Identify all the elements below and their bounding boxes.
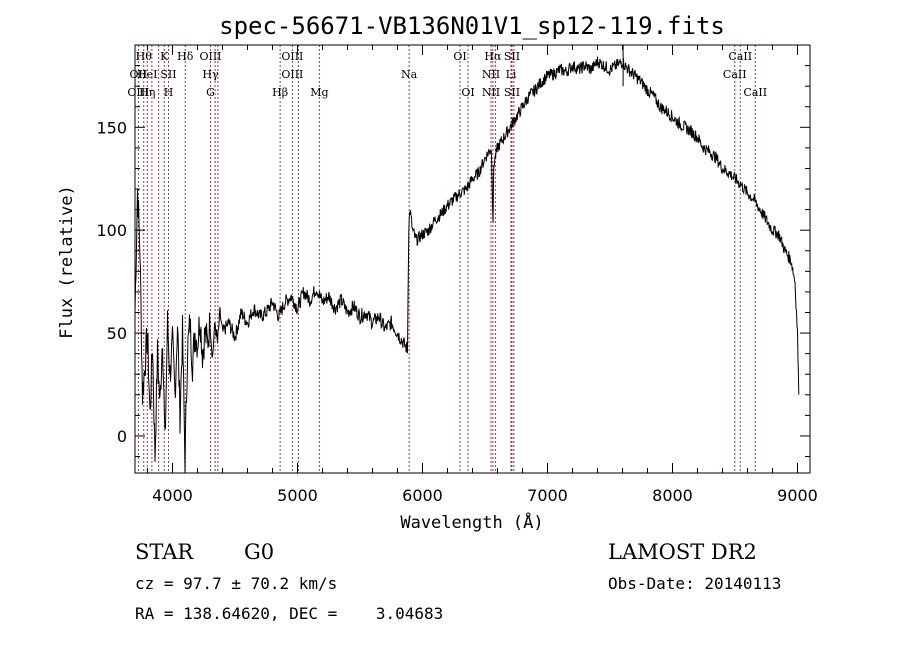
x-axis-ticks: 4000 5000 6000 7000 8000 9000	[147, 45, 818, 505]
coords-text: RA = 138.64620, DEC = 3.04683	[135, 604, 444, 623]
spectral-line-label: Li	[506, 68, 517, 81]
spectral-line-label: H	[164, 86, 174, 99]
x-axis-label: Wavelength (Å)	[400, 511, 543, 533]
spectral-line-label: OIII	[199, 50, 221, 63]
y-tick-label: 100	[96, 221, 127, 240]
spectral-line-label: HeI	[137, 68, 157, 81]
spectral-line-label: Hα	[484, 50, 502, 63]
spectral-line-label: Hθ	[136, 50, 153, 63]
spectral-line-label: Mg	[310, 86, 328, 99]
spectral-line-label: Hη	[139, 86, 155, 99]
spectral-line-label: Na	[401, 68, 418, 81]
x-tick-label: 8000	[652, 486, 693, 505]
spectral-line-label: SII	[160, 68, 176, 81]
spectral-line-label: OIII	[127, 86, 149, 99]
x-tick-label: 4000	[152, 486, 193, 505]
spectral-line-label: G	[206, 86, 215, 99]
spectral-line-label: SII	[504, 86, 520, 99]
spectral-line-label: Hδ	[177, 50, 194, 63]
spectral-line-label: OIII	[281, 68, 303, 81]
y-tick-label: 0	[117, 427, 127, 446]
spectral-line-label: SII	[504, 50, 520, 63]
class-label: STAR	[135, 540, 194, 564]
spectral-line-label: CaII	[723, 68, 747, 81]
obs-date-text: Obs-Date: 20140113	[608, 574, 782, 593]
spectral-line-label: NII	[482, 86, 500, 99]
x-tick-label: 5000	[277, 486, 318, 505]
redshift-text: cz = 97.7 ± 70.2 km/s	[135, 574, 338, 593]
spectral-line-label: K	[160, 50, 169, 63]
chart-title: spec-56671-VB136N01V1_sp12-119.fits	[219, 12, 725, 40]
spectral-line-label: CaII	[728, 50, 752, 63]
survey-label: LAMOST DR2	[608, 540, 757, 564]
spectral-line-label: NII	[482, 68, 500, 81]
spectral-line-label: Hβ	[272, 86, 288, 99]
spectral-line-label: CaII	[743, 86, 767, 99]
y-tick-label: 150	[96, 118, 127, 137]
spectral-line-label: OII	[130, 68, 148, 81]
spectral-line-label: OIII	[281, 50, 303, 63]
subclass-label: G0	[244, 540, 275, 564]
x-tick-label: 7000	[527, 486, 568, 505]
y-tick-label: 50	[107, 324, 127, 343]
spectral-line-labels: OII OIII Hθ HeI Hη K SII H Hδ OIII Hγ G Hβ OIII OIII Mg…	[127, 50, 767, 99]
y-axis-ticks: 0 50 100 150	[96, 65, 810, 458]
spectral-line-label: OI	[461, 86, 474, 99]
x-tick-label: 6000	[402, 486, 443, 505]
spectral-line-markers	[137, 45, 756, 473]
y-axis-label: Flux (relative)	[57, 185, 77, 339]
spectral-line-label: OI	[453, 50, 466, 63]
x-tick-label: 9000	[777, 486, 818, 505]
plot-frame	[134, 44, 811, 474]
spectral-line-label: Hγ	[202, 68, 219, 81]
spectrum-line	[134, 45, 800, 474]
